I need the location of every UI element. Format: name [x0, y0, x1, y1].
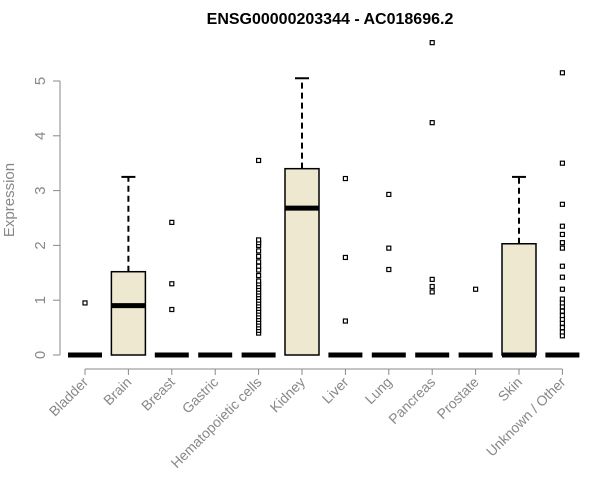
outlier-point — [386, 191, 392, 198]
box-pancreas — [415, 40, 450, 358]
outlier-point — [559, 274, 566, 280]
outlier-point — [559, 312, 566, 319]
box-kidney — [284, 77, 320, 356]
outlier-point — [169, 219, 175, 225]
outlier-point — [256, 259, 262, 265]
box-hematopoietic-cells — [241, 157, 276, 358]
y-tick-label: 4 — [32, 132, 49, 140]
y-axis: 0 1 2 3 4 5 — [32, 77, 61, 359]
box-liver — [328, 175, 363, 358]
outlier-point — [256, 253, 262, 259]
outlier-point — [429, 283, 435, 290]
y-tick-label: 2 — [32, 241, 49, 249]
outlier-point — [559, 201, 566, 207]
box-skin — [501, 175, 537, 358]
outlier-point — [82, 300, 88, 306]
outlier-point — [256, 237, 262, 243]
box-body — [110, 270, 147, 356]
x-tick-label: Liver — [319, 374, 352, 407]
outlier-point — [559, 160, 566, 166]
outlier-point — [559, 263, 566, 269]
outlier-point — [256, 263, 262, 269]
box-body — [284, 167, 320, 356]
plot-area — [68, 40, 580, 358]
y-tick-label: 3 — [32, 186, 49, 194]
y-tick-label: 5 — [32, 77, 49, 85]
box-lung — [371, 191, 406, 358]
x-tick-label: Kidney — [267, 374, 309, 416]
x-tick-label: Lung — [362, 374, 395, 407]
outlier-point — [169, 306, 175, 313]
outlier-point — [473, 286, 479, 292]
outlier-point — [559, 329, 566, 335]
x-tick-label: Prostate — [434, 374, 482, 422]
outlier-point — [386, 245, 392, 251]
outlier-point — [559, 240, 566, 246]
outlier-point — [256, 248, 262, 254]
outlier-point — [559, 245, 566, 251]
box-brain — [110, 175, 147, 356]
outlier-point — [559, 308, 566, 314]
outlier-point — [559, 70, 566, 76]
box-body — [501, 243, 537, 356]
x-tick-label: Pancreas — [385, 374, 438, 427]
box-bladder — [68, 300, 102, 358]
outlier-point — [169, 281, 175, 287]
box-prostate — [458, 286, 493, 358]
x-tick-label: Skin — [495, 374, 526, 405]
outlier-point — [429, 276, 435, 282]
outlier-point — [256, 278, 262, 284]
outlier-point — [342, 175, 348, 182]
x-tick-label: Gastric — [179, 374, 222, 417]
outlier-point — [559, 231, 566, 238]
box-unknown-other — [545, 70, 580, 358]
outlier-point — [256, 272, 262, 279]
outlier-point — [256, 157, 262, 164]
chart-title: ENSG00000203344 - AC018696.2 — [207, 11, 454, 28]
outlier-point — [342, 318, 348, 324]
x-tick-label: Breast — [138, 374, 178, 414]
y-axis-label: Expression — [1, 163, 18, 237]
x-tick-label: Unknown / Other — [483, 374, 569, 460]
outlier-point — [342, 254, 348, 261]
outlier-point — [559, 296, 566, 302]
outlier-point — [429, 40, 435, 46]
box-breast — [154, 219, 189, 358]
y-tick-label: 1 — [32, 296, 49, 304]
y-tick-label: 0 — [32, 351, 49, 359]
outlier-point — [559, 223, 566, 229]
outlier-point — [559, 286, 566, 292]
outlier-point — [429, 289, 435, 295]
x-tick-label: Brain — [100, 374, 134, 408]
outlier-point — [386, 266, 392, 273]
x-tick-label: Bladder — [46, 374, 92, 420]
outlier-point — [429, 120, 435, 126]
outlier-point — [559, 325, 566, 331]
